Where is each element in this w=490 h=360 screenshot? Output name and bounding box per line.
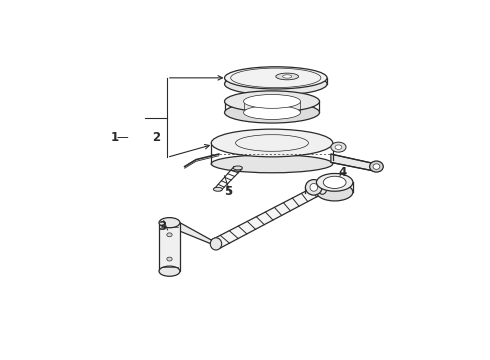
Ellipse shape [233,166,243,170]
Ellipse shape [369,161,383,172]
Polygon shape [266,207,282,220]
Ellipse shape [335,145,342,149]
Polygon shape [274,203,291,215]
Bar [159,223,180,271]
Polygon shape [229,226,247,239]
Ellipse shape [213,187,222,191]
Polygon shape [238,221,256,234]
Polygon shape [159,223,220,248]
Ellipse shape [211,129,333,157]
Text: 4: 4 [338,166,346,179]
Polygon shape [301,189,317,202]
Polygon shape [311,184,325,197]
Ellipse shape [224,91,319,112]
Ellipse shape [224,102,319,123]
Ellipse shape [244,105,300,120]
Polygon shape [283,198,299,211]
Text: —: — [116,131,128,144]
Polygon shape [293,193,308,206]
Ellipse shape [331,142,346,152]
Ellipse shape [211,155,333,173]
Polygon shape [256,212,273,225]
Ellipse shape [276,73,298,80]
Ellipse shape [159,266,180,276]
Ellipse shape [317,183,353,201]
Text: 5: 5 [224,185,232,198]
Ellipse shape [305,180,322,195]
Polygon shape [331,154,372,171]
Text: 3: 3 [158,220,166,233]
Ellipse shape [244,94,300,108]
Ellipse shape [159,217,180,228]
Ellipse shape [167,257,172,261]
Ellipse shape [317,174,353,191]
Polygon shape [211,235,229,248]
Polygon shape [220,231,238,243]
Ellipse shape [310,184,318,191]
Ellipse shape [210,238,221,250]
Text: 1: 1 [110,131,119,144]
Ellipse shape [167,233,172,237]
Text: 2: 2 [152,131,160,144]
Ellipse shape [224,67,327,89]
Ellipse shape [318,182,327,194]
Ellipse shape [283,75,292,78]
Ellipse shape [373,164,380,169]
Ellipse shape [323,176,346,188]
Ellipse shape [224,73,327,95]
Polygon shape [247,217,264,229]
